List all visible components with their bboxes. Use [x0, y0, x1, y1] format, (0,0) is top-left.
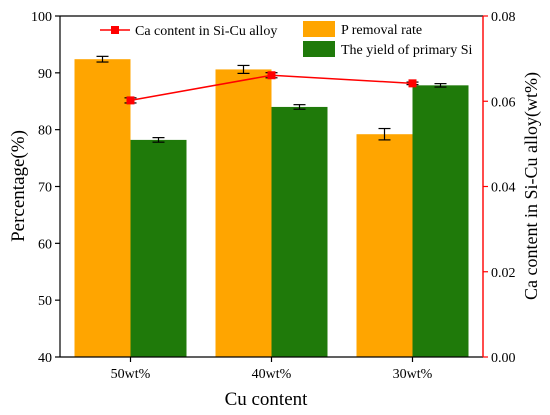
bar-s0-1	[215, 69, 272, 357]
bar-s0-2	[356, 134, 413, 357]
legend-label-s0: P removal rate	[341, 23, 422, 38]
ca-line-layer	[126, 71, 417, 105]
y2-tick-label-0: 0.00	[491, 351, 516, 366]
legend-marker-s2	[111, 26, 119, 34]
point-s2-1	[267, 71, 276, 80]
x-tick-label-2: 30wt%	[393, 367, 433, 382]
y2-tick-label-1: 0.02	[491, 266, 516, 281]
y-tick-label-1: 50	[38, 294, 52, 309]
y-axis-label: Percentage(%)	[8, 130, 29, 242]
x-tick-label-0: 50wt%	[111, 367, 151, 382]
y-tick-label-2: 60	[38, 237, 52, 252]
point-s2-0	[126, 96, 135, 105]
y-tick-label-4: 80	[38, 124, 52, 139]
bar-s1-1	[271, 106, 328, 357]
legend-label-s2: Ca content in Si-Cu alloy	[135, 24, 277, 39]
legend-swatch-s1	[303, 41, 335, 57]
y2-tick-label-4: 0.08	[491, 10, 516, 25]
legend: Ca content in Si-Cu alloy P removal rate T…	[100, 21, 473, 58]
x-axis-label: Cu content	[225, 389, 309, 410]
y-tick-label-6: 100	[31, 10, 52, 25]
y2-tick-label-3: 0.06	[491, 95, 516, 110]
y-tick-label-0: 40	[38, 351, 52, 366]
y-tick-label-3: 70	[38, 181, 52, 196]
axes-layer: 40 50 60 70 80 90 100 0.00 0.02 0.04 0.06 0.08 50wt%…	[31, 10, 516, 382]
bar-s1-0	[130, 139, 187, 357]
y2-axis-label: Ca content in Si-Cu alloy(wt%)	[521, 72, 542, 300]
x-tick-label-1: 40wt%	[252, 367, 292, 382]
point-s2-2	[408, 79, 417, 88]
legend-swatch-s0	[303, 21, 335, 37]
y-tick-label-5: 90	[38, 67, 52, 82]
bars-layer	[74, 59, 469, 358]
y2-tick-label-2: 0.04	[491, 181, 516, 196]
bar-s0-0	[74, 59, 131, 358]
legend-label-s1: The yield of primary Si	[341, 43, 473, 58]
bar-s1-2	[412, 85, 469, 357]
